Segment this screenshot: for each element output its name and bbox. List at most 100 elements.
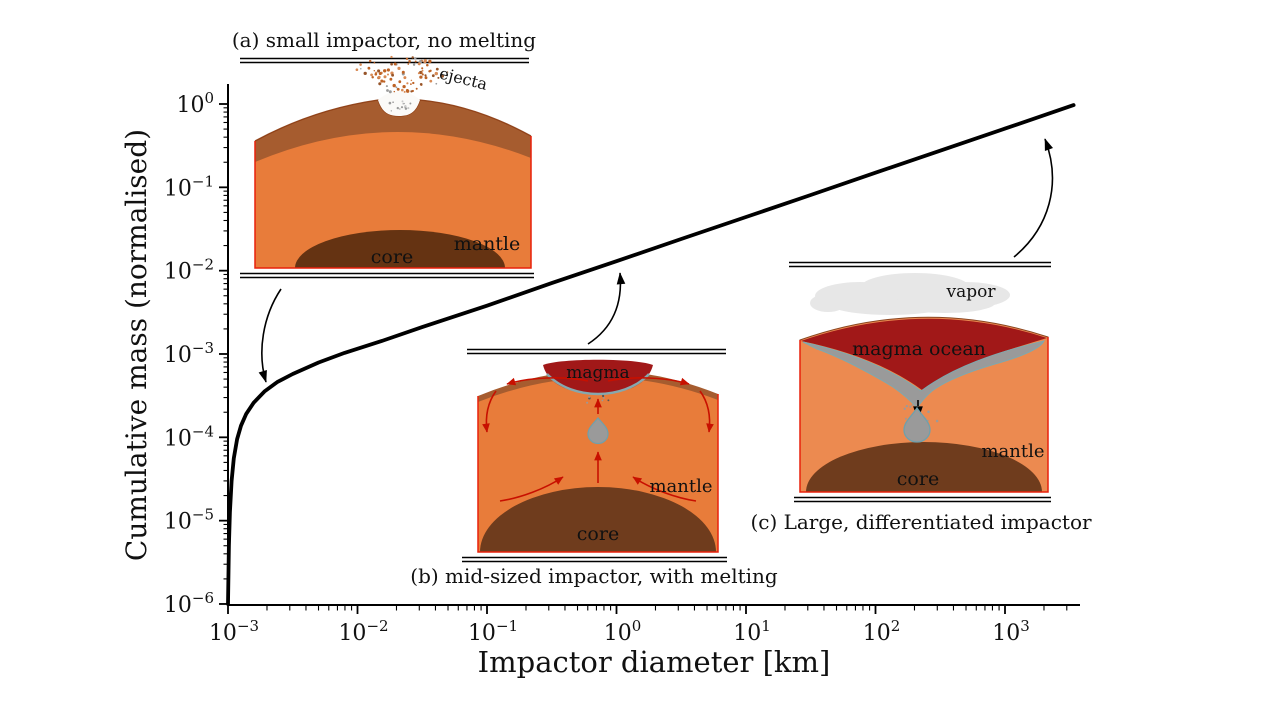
ejecta-dot: [408, 60, 411, 63]
inset-c-metal-droplet: [903, 406, 931, 443]
annotation-arrows: [258, 138, 1054, 383]
crater-dot: [409, 102, 412, 105]
ejecta-dot: [389, 77, 393, 81]
settling-dot: [911, 404, 914, 407]
inset-c-core-label: core: [897, 468, 939, 490]
arrow-inset-c-to-curve: [1013, 138, 1054, 258]
ejecta-dot: [417, 72, 420, 75]
ejecta-dot: [355, 68, 359, 72]
vapor-puff: [810, 294, 846, 312]
ejecta-dot: [393, 62, 397, 66]
inset-b-settling-dots: [586, 394, 610, 404]
inset-a-title: (a) small impactor, no melting: [232, 28, 536, 52]
ejecta-dot: [373, 70, 376, 72]
ejecta-dot: [392, 83, 396, 88]
ejecta-dot: [429, 79, 433, 83]
ejecta-dot: [424, 74, 427, 77]
ejecta-dot: [378, 71, 382, 76]
ejecta-dot: [423, 60, 427, 64]
x-tick-label: 102: [863, 617, 901, 646]
crater-dot: [392, 101, 394, 104]
ejecta-dot: [383, 80, 386, 83]
inset-a-core-label: core: [371, 246, 413, 268]
vapor-puff: [895, 293, 995, 313]
convection-arrow: [632, 476, 697, 502]
arrow-inset-b-to-curve: [587, 272, 626, 345]
x-tick-label: 10−3: [209, 617, 259, 646]
inset-b-magma-label: magma: [566, 363, 629, 383]
ejecta-dot: [393, 90, 396, 93]
inset-c-vapor-cloud: [810, 273, 1010, 315]
x-tick-label: 100: [604, 617, 642, 646]
inset-a-ejecta-label: ejecta: [437, 64, 489, 94]
inset-c-magma-ocean-label: magma ocean: [852, 338, 986, 360]
inset-a-ejecta-dots: [355, 55, 449, 94]
y-tick-label: 10−1: [164, 172, 214, 201]
ejecta-dot: [428, 70, 431, 73]
ejecta-dot: [388, 90, 392, 94]
ejecta-dot: [440, 74, 444, 78]
settling-dot: [903, 407, 906, 410]
x-tick-label: 10−2: [338, 617, 388, 646]
ejecta-dot: [413, 57, 417, 60]
inset-a-core: [295, 230, 505, 268]
crater-dot: [400, 106, 404, 109]
ejecta-dot: [378, 82, 382, 86]
crater-dot: [388, 101, 392, 105]
ejecta-dot: [385, 85, 388, 88]
ejecta-dot: [391, 73, 395, 77]
settling-dot: [927, 410, 930, 414]
inset-b-caption: (b) mid-sized impactor, with melting: [410, 564, 778, 588]
ejecta-dot: [403, 76, 407, 80]
inset-b-core: [480, 487, 716, 552]
ejecta-dot: [359, 63, 362, 66]
inset-c-large-impactor: vapor magma ocean mantle core (c) Large,…: [750, 261, 1092, 534]
crater-dot: [396, 106, 399, 110]
inset-b-magma-rim: [546, 373, 650, 396]
y-tick-label: 10−5: [164, 506, 214, 535]
tick-marks: [219, 103, 1068, 614]
ejecta-dot: [395, 86, 398, 89]
settling-dot: [927, 419, 929, 422]
crater-dot: [398, 107, 401, 111]
ejecta-dot: [415, 87, 418, 90]
ejecta-dot: [401, 88, 404, 92]
settling-dot: [586, 401, 589, 404]
ejecta-dot: [412, 63, 416, 66]
cumulative-mass-curve: [226, 103, 1076, 606]
inset-c-metal-layer: [802, 340, 1045, 409]
inset-a-crater: [378, 91, 420, 116]
y-tick-label: 10−6: [164, 589, 214, 618]
ejecta-dot: [426, 63, 429, 67]
x-axis-title: Impactor diameter [km]: [478, 645, 831, 679]
ejecta-dot: [405, 57, 409, 60]
ejecta-dot: [367, 66, 371, 70]
ejecta-dot: [424, 76, 428, 80]
inset-a-red-border: [254, 136, 532, 269]
inset-a-small-impactor: (a) small impactor, no melting ejecta ma…: [232, 28, 536, 279]
settling-dot: [904, 417, 907, 420]
convection-arrow: [499, 476, 564, 502]
ejecta-dot: [363, 71, 367, 76]
ejecta-dot: [377, 75, 381, 79]
ejecta-dot: [419, 75, 423, 79]
crater-dot: [401, 100, 404, 103]
ejecta-dot: [396, 87, 400, 91]
convection-arrow: [699, 390, 714, 433]
inset-b-magma-pond: [543, 359, 653, 394]
settling-dot: [601, 394, 605, 398]
ejecta-dot: [380, 79, 384, 83]
ejecta-dot: [428, 59, 432, 64]
y-tick-label: 10−3: [164, 339, 214, 368]
settling-dot: [909, 405, 912, 408]
ejecta-dot: [383, 75, 387, 79]
inset-b-mantle-label: mantle: [649, 476, 712, 497]
ejecta-dot: [414, 60, 417, 63]
ejecta-dot: [371, 76, 374, 79]
ejecta-dot: [410, 83, 412, 85]
x-tick-label: 10−1: [468, 617, 518, 646]
ejecta-dot: [402, 84, 406, 89]
ejecta-dot: [383, 69, 387, 73]
